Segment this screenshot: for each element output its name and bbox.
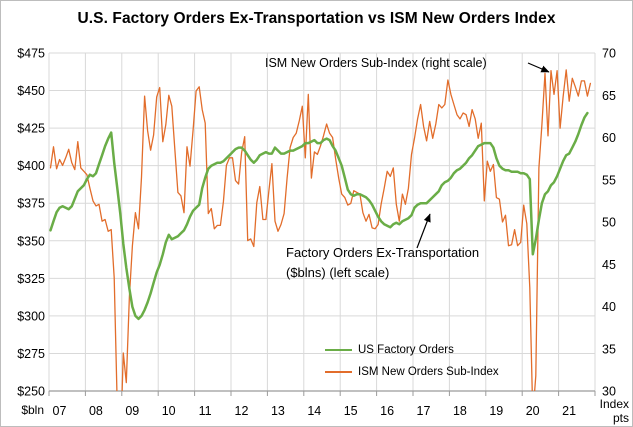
factory-annotation-label: Factory Orders Ex-Transportation ($blns)… <box>286 243 479 282</box>
x-axis-tick-label: 17 <box>417 404 431 418</box>
legend-item-ism: ISM New Orders Sub-Index <box>325 361 499 383</box>
axis-tick-labels: $475 $450 $425 $400 $375 $350 $325 $300 $275 $250… <box>17 47 629 426</box>
left-axis-tick-label: $325 <box>17 272 45 286</box>
gridlines <box>48 52 596 392</box>
left-axis-tick-label: $300 <box>17 309 45 323</box>
left-axis-tick-label: $350 <box>17 234 45 248</box>
left-axis-tick-label: $475 <box>17 47 45 61</box>
x-axis-tick-label: 18 <box>453 404 467 418</box>
legend: US Factory Orders ISM New Orders Sub-Ind… <box>325 339 499 383</box>
ism-annotation-arrow <box>527 62 550 73</box>
legend-item-factory-orders: US Factory Orders <box>325 339 499 361</box>
right-axis-tick-label: 45 <box>602 258 616 272</box>
x-axis-tick-label: 21 <box>562 404 576 418</box>
x-axis-tick-label: 15 <box>344 404 358 418</box>
left-axis-tick-label: $425 <box>17 122 45 136</box>
right-axis-tick-label: 50 <box>602 216 616 230</box>
right-axis-tick-label: 35 <box>602 342 616 356</box>
x-axis-tick-label: 16 <box>380 404 394 418</box>
series-line-factory-orders <box>49 111 589 321</box>
factory-annotation-arrow <box>416 213 431 249</box>
left-axis-tick-label: $375 <box>17 197 45 211</box>
legend-label-factory-orders: US Factory Orders <box>358 344 454 356</box>
factory-annotation-line1: Factory Orders Ex-Transportation <box>286 245 480 260</box>
series-lines <box>49 69 592 391</box>
x-axis-tick-label: 07 <box>53 404 67 418</box>
right-axis-unit-label: pts <box>613 411 629 425</box>
factory-annotation-line2: ($blns) (left scale) <box>286 264 390 280</box>
x-axis-tick-label: 12 <box>235 404 249 418</box>
x-axis-tick-label: 11 <box>199 404 212 418</box>
legend-label-ism: ISM New Orders Sub-Index <box>358 366 499 378</box>
series-line-ism <box>49 69 592 391</box>
right-axis-tick-label: 40 <box>602 300 616 314</box>
x-axis-tick-label: 08 <box>89 404 103 418</box>
right-axis-tick-label: 55 <box>602 173 616 187</box>
right-axis-unit-label: Index <box>600 397 629 411</box>
x-axis-tick-label: 14 <box>307 404 321 418</box>
x-axis-tick-label: 09 <box>125 404 139 418</box>
right-axis-tick-label: 30 <box>602 385 616 399</box>
left-axis-tick-label: $450 <box>17 84 45 98</box>
legend-swatch-ism <box>325 370 352 374</box>
left-axis-unit-label: $bln <box>21 403 44 417</box>
left-axis-tick-label: $275 <box>17 347 45 361</box>
left-axis-tick-label: $400 <box>17 159 45 173</box>
chart-title: U.S. Factory Orders Ex-Transportation vs… <box>77 10 556 27</box>
x-axis-tick-label: 20 <box>526 404 540 418</box>
legend-swatch-factory-orders <box>325 348 352 352</box>
x-axis-tick-label: 13 <box>271 404 285 418</box>
x-axis-ticks <box>48 391 596 396</box>
x-axis-tick-label: 19 <box>489 404 503 418</box>
right-axis-tick-label: 65 <box>602 89 616 103</box>
right-axis-tick-label: 70 <box>602 47 616 61</box>
ism-annotation-label: ISM New Orders Sub-Index (right scale) <box>265 56 487 70</box>
left-axis-tick-label: $250 <box>17 385 45 399</box>
right-axis-tick-label: 60 <box>602 131 616 145</box>
x-axis-tick-label: 10 <box>162 404 176 418</box>
